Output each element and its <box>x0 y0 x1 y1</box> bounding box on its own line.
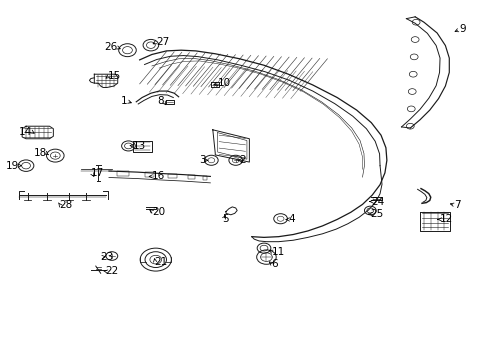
Text: 16: 16 <box>152 171 165 181</box>
Text: 10: 10 <box>217 78 230 88</box>
Text: 26: 26 <box>104 42 118 52</box>
Text: 18: 18 <box>34 148 47 158</box>
Text: 8: 8 <box>157 96 163 106</box>
Text: 23: 23 <box>101 252 114 262</box>
Text: 5: 5 <box>222 215 229 224</box>
Bar <box>168 174 177 178</box>
Text: 25: 25 <box>369 209 383 219</box>
Bar <box>144 172 154 177</box>
Text: 14: 14 <box>19 127 32 136</box>
Text: 3: 3 <box>199 155 205 165</box>
Text: 24: 24 <box>370 197 384 207</box>
Text: 17: 17 <box>91 168 104 178</box>
Text: 22: 22 <box>105 266 119 276</box>
Bar <box>188 175 194 179</box>
Text: 9: 9 <box>458 24 465 35</box>
Text: 6: 6 <box>271 259 277 269</box>
Text: 13: 13 <box>132 141 145 151</box>
Text: 27: 27 <box>156 37 169 47</box>
Text: 21: 21 <box>154 257 167 267</box>
Text: 7: 7 <box>453 200 460 210</box>
Text: 19: 19 <box>5 161 19 171</box>
Text: 1: 1 <box>121 96 127 106</box>
Text: 15: 15 <box>108 71 121 81</box>
Text: 2: 2 <box>239 155 246 165</box>
Text: 4: 4 <box>288 215 294 224</box>
Text: 12: 12 <box>439 215 452 224</box>
Bar <box>117 171 128 176</box>
Text: 20: 20 <box>152 207 164 217</box>
Text: 11: 11 <box>271 247 284 257</box>
Text: 28: 28 <box>59 200 72 210</box>
Bar <box>203 176 207 180</box>
